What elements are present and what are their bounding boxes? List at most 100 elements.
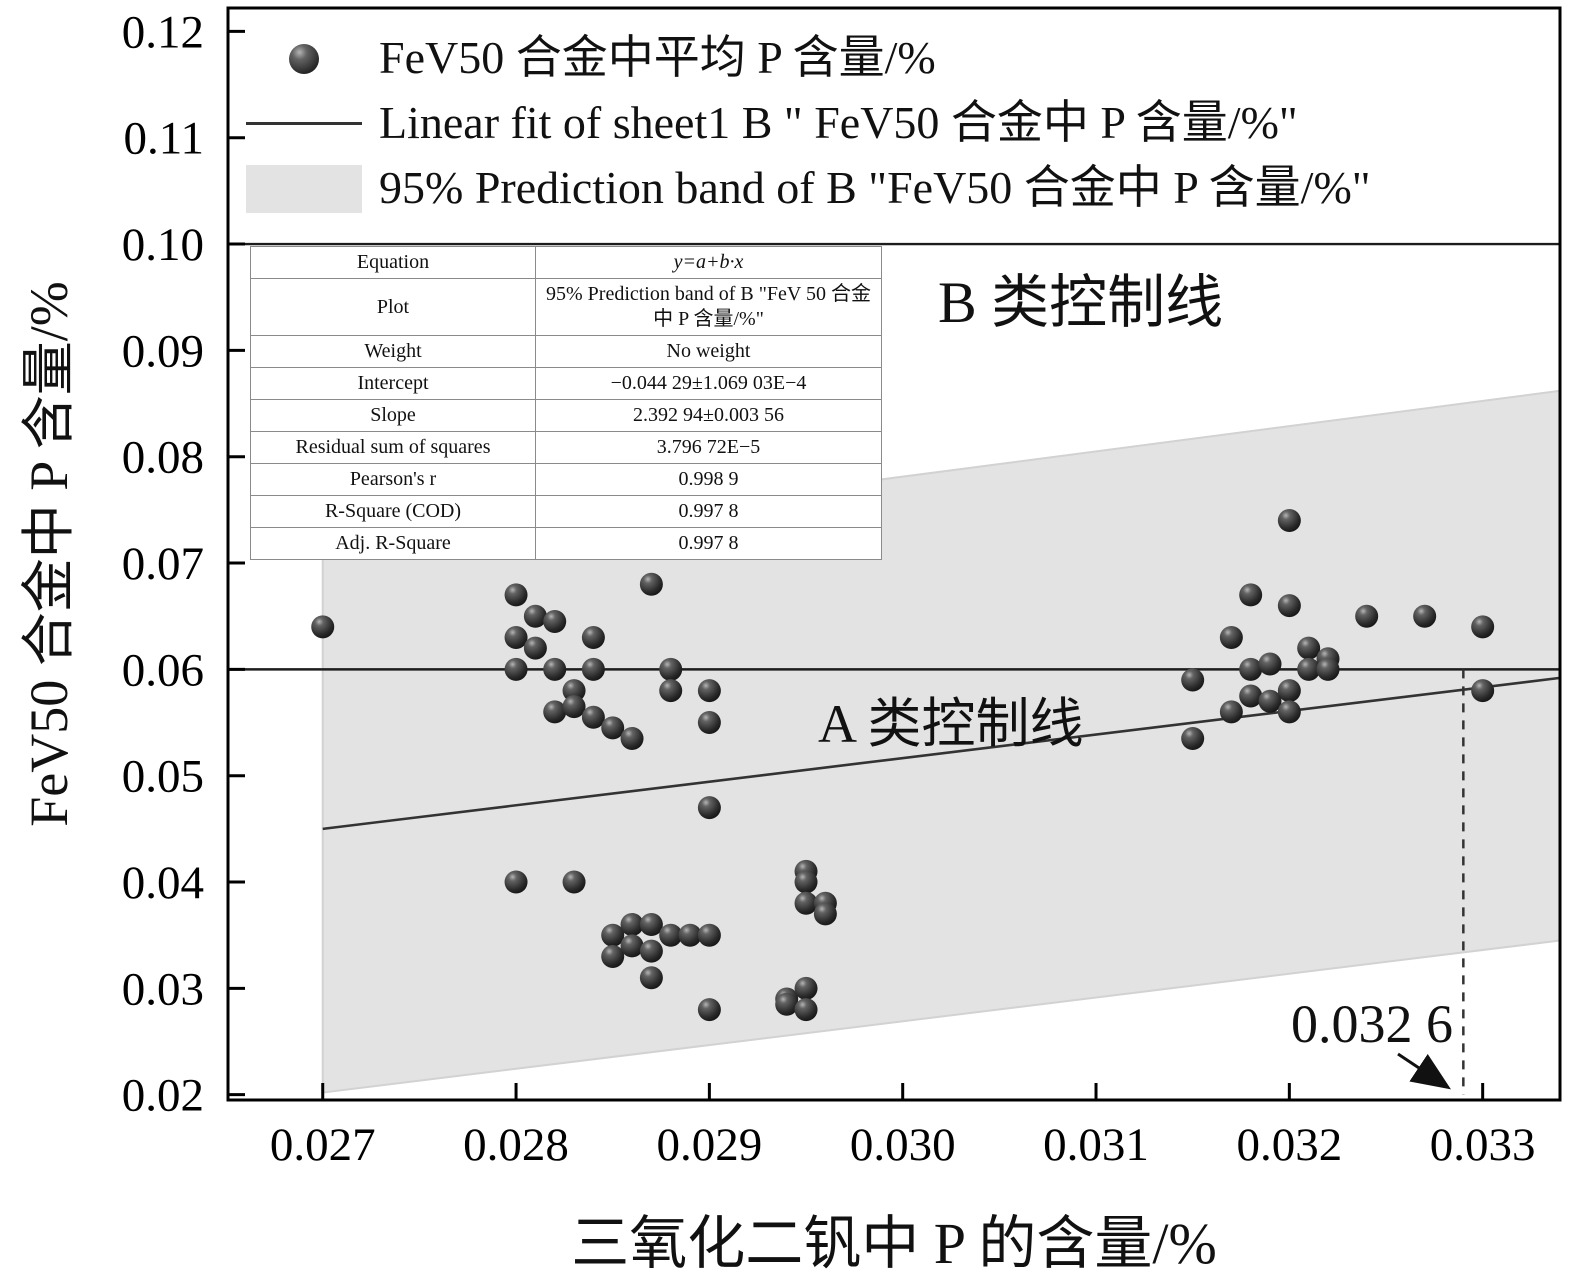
data-point [1181,726,1205,750]
stats-value: 2.392 94±0.003 56 [535,399,882,432]
stats-value: 0.997 8 [535,527,882,560]
data-point [1219,700,1243,724]
data-point [1239,583,1263,607]
scatter-marker-icon [289,43,319,74]
legend-item-prediction-band: 95% Prediction band of B "FeV50 合金中 P 含量… [243,156,1371,221]
data-point [523,604,547,628]
data-point [543,657,567,681]
stats-row: R-Square (COD) 0.997 8 [250,495,882,528]
stats-label: Adj. R-Square [250,527,536,560]
data-point [697,679,721,703]
y-tick-label: 0.07 [122,538,204,590]
y-tick-label: 0.12 [122,6,204,58]
data-point [1277,700,1301,724]
data-point [1277,679,1301,703]
stats-row: Slope 2.392 94±0.003 56 [250,399,882,432]
stats-value: No weight [535,335,882,368]
data-point [697,796,721,820]
linear-fit-line [322,676,1561,831]
y-axis-title: FeV50 合金中 P 含量/% [19,281,79,827]
stats-row: Weight No weight [250,335,882,368]
data-point [794,976,818,1000]
band-marker-icon [246,164,362,213]
x-tick-label: 0.027 [270,1119,376,1171]
stats-value: y=a+b·x [535,246,882,279]
data-point [659,657,683,681]
x-tick-label: 0.030 [850,1119,956,1171]
y-tick-label: 0.11 [123,113,204,165]
annotation-arrow [1397,1052,1451,1090]
stats-row: Adj. R-Square 0.997 8 [250,527,882,560]
data-point [581,705,605,729]
legend-label-scatter: FeV50 合金中平均 P 含量/% [379,32,936,84]
data-point [639,939,663,963]
data-point [581,657,605,681]
data-point [794,891,818,915]
data-point [1258,689,1282,713]
legend: FeV50 合金中平均 P 含量/% Linear fit of sheet1 … [243,26,1371,221]
data-point [678,923,702,947]
y-tick-label: 0.09 [122,325,204,377]
data-point [639,966,663,990]
data-point [1219,625,1243,649]
x-tick-label: 0.029 [657,1119,763,1171]
stats-label: Residual sum of squares [250,431,536,464]
stats-row: Plot 95% Prediction band of B "FeV 50 合金中… [250,278,882,336]
stats-label: Pearson's r [250,463,536,496]
data-point [562,870,586,894]
y-tick-label: 0.10 [122,219,204,271]
data-point [775,992,799,1016]
legend-marker-cell [243,164,365,213]
y-tick-label: 0.02 [122,1070,204,1122]
stats-value: 95% Prediction band of B "FeV 50 合金中 P 含… [535,278,882,336]
data-point [620,934,644,958]
x-tick-label: 0.033 [1430,1119,1536,1171]
data-point [639,572,663,596]
y-tick-label: 0.03 [122,963,204,1015]
stats-label: Equation [250,246,536,279]
stats-row: Intercept −0.044 29±1.069 03E−4 [250,367,882,400]
data-point [311,615,335,639]
data-point [697,998,721,1022]
data-point [1181,668,1205,692]
y-tick-label: 0.08 [122,432,204,484]
data-point [1239,657,1263,681]
data-point [504,625,528,649]
b-control-label: B 类控制线 [938,270,1223,335]
legend-marker-cell [243,43,365,74]
data-point [659,923,683,947]
data-point [1277,594,1301,618]
data-point [1355,604,1379,628]
data-point [504,657,528,681]
stats-label: R-Square (COD) [250,495,536,528]
stats-value: 0.997 8 [535,495,882,528]
stats-row: Equation y=a+b·x [250,246,882,279]
legend-label-prediction-band: 95% Prediction band of B "FeV50 合金中 P 含量… [379,162,1371,214]
data-point [1239,684,1263,708]
stats-row: Residual sum of squares 3.796 72E−5 [250,431,882,464]
data-point [504,870,528,894]
a-control-label: A 类控制线 [818,694,1084,754]
data-point [1471,679,1495,703]
x-tick-label: 0.032 [1236,1119,1342,1171]
data-point [813,902,837,926]
legend-label-fit-line: Linear fit of sheet1 B " FeV50 合金中 P 含量/… [379,97,1298,149]
x-tick-label: 0.031 [1043,1119,1149,1171]
legend-item-fit-line: Linear fit of sheet1 B " FeV50 合金中 P 含量/… [243,91,1371,156]
data-point [504,583,528,607]
plot-frame [226,6,1562,1102]
data-point [1258,652,1282,676]
legend-marker-cell [243,122,365,125]
stats-value: −0.044 29±1.069 03E−4 [535,367,882,400]
line-marker-icon [246,122,362,125]
y-tick-label: 0.04 [122,857,204,909]
data-point [562,695,586,719]
stats-label: Weight [250,335,536,368]
data-point [601,944,625,968]
data-point [639,913,663,937]
stats-row: Pearson's r 0.998 9 [250,463,882,496]
x-axis-title: 三氧化二钒中 P 的含量/% [571,1211,1217,1276]
stats-value: 3.796 72E−5 [535,431,882,464]
